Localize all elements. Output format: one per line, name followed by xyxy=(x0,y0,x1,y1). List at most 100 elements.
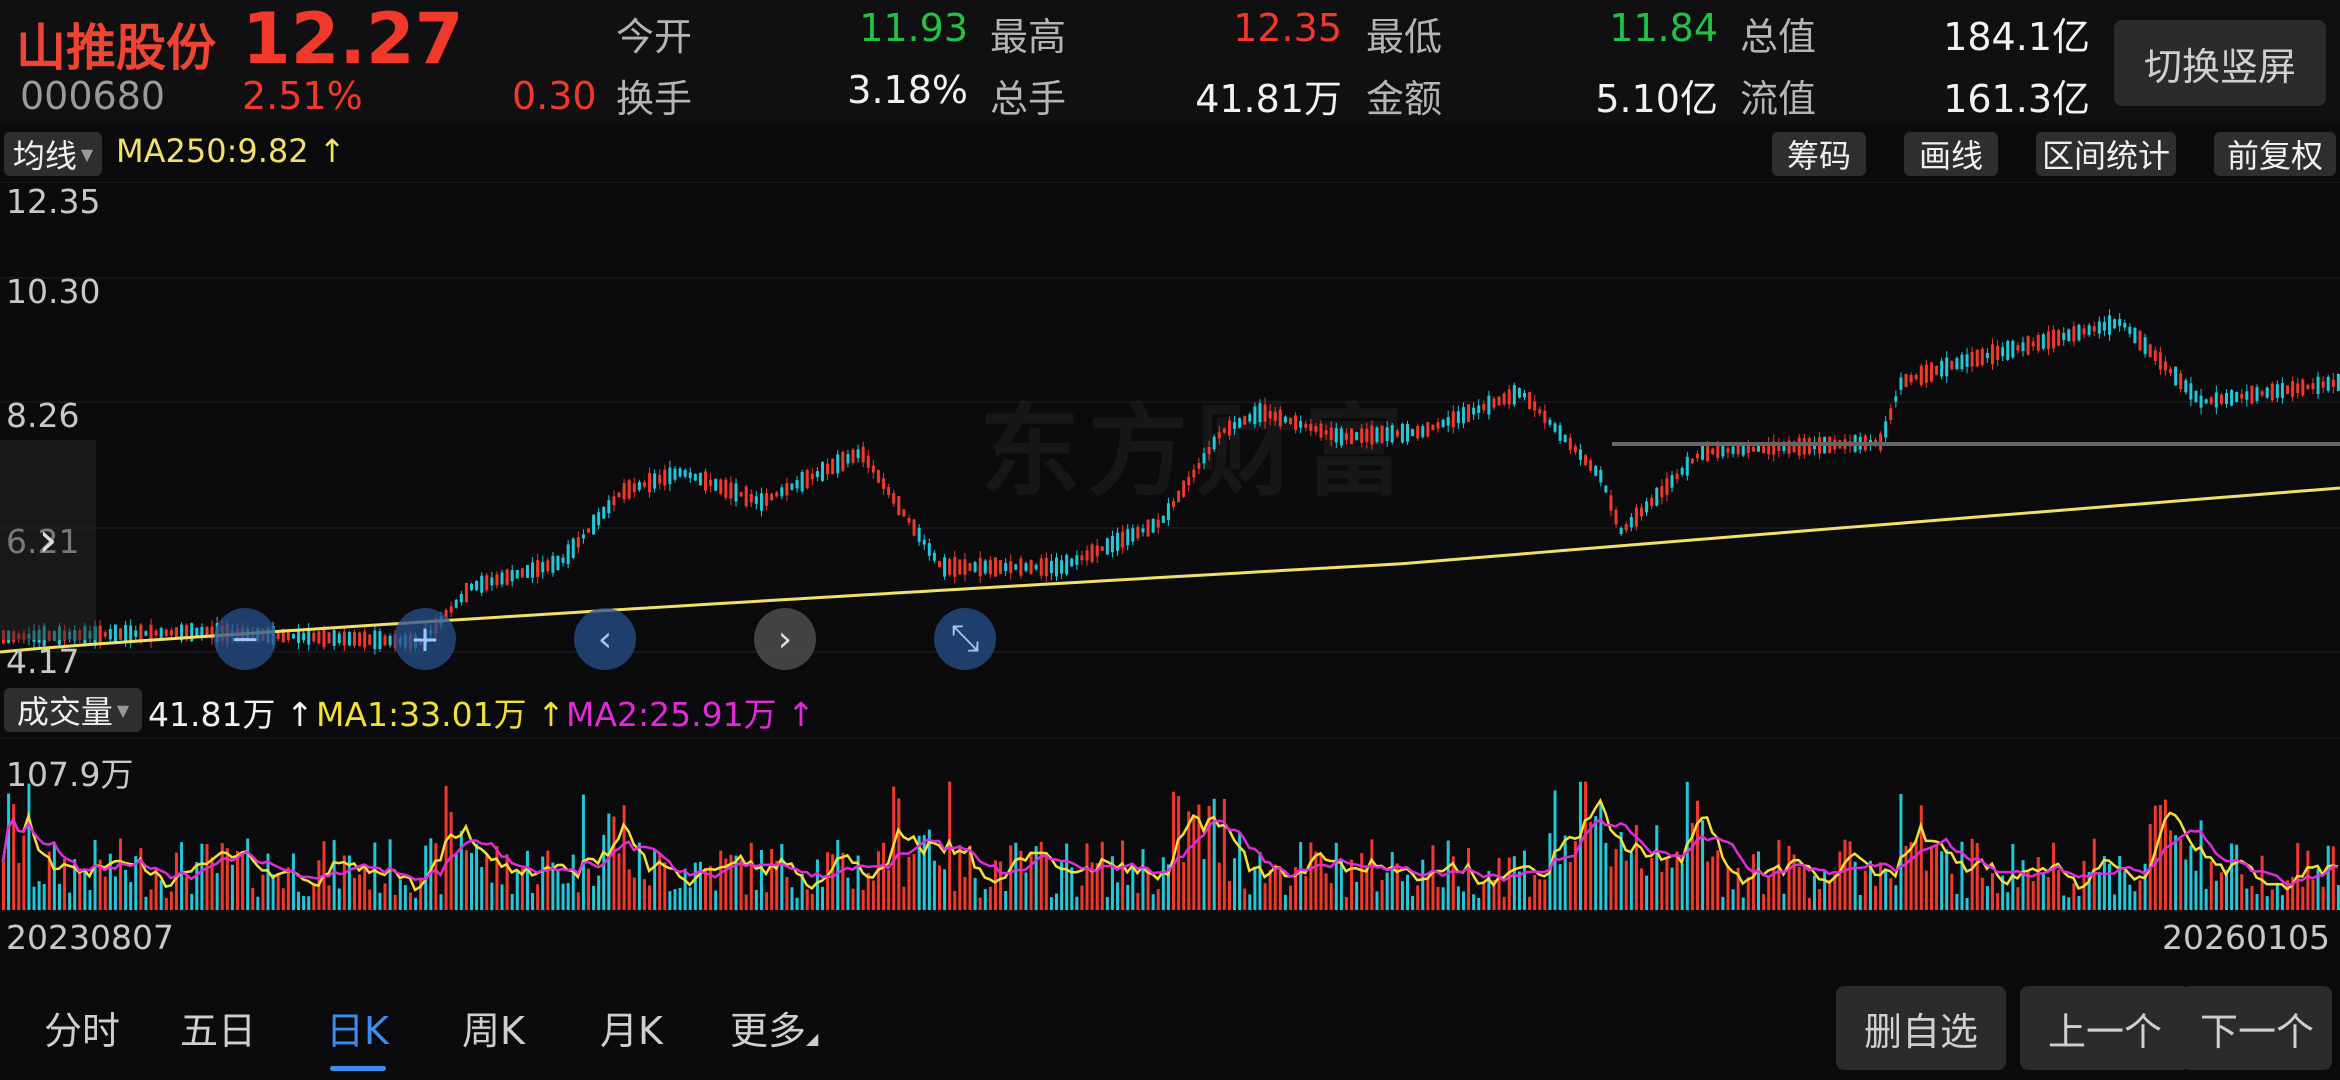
volume-bar xyxy=(419,879,423,910)
volume-bar xyxy=(841,852,845,910)
dropdown-icon: ▼ xyxy=(116,700,130,720)
next-button[interactable]: 下一个 xyxy=(2182,986,2332,1070)
remove-watchlist-button[interactable]: 删自选 xyxy=(1836,986,2006,1070)
volume-bar xyxy=(846,877,850,910)
candle xyxy=(1456,411,1460,424)
candle xyxy=(1110,535,1114,553)
candle xyxy=(719,479,723,494)
candle xyxy=(1955,358,1959,370)
volume-bar xyxy=(810,893,814,910)
volume-bar xyxy=(1370,839,1374,910)
candle xyxy=(312,632,316,642)
volume-bar xyxy=(134,856,138,910)
volume-bar xyxy=(2209,861,2213,910)
volume-bar xyxy=(475,843,479,910)
tab-daily-k[interactable]: 日K xyxy=(326,1009,389,1053)
open-label: 今开 xyxy=(616,15,693,59)
volume-bar xyxy=(932,860,936,910)
candle xyxy=(1233,422,1237,429)
zoom-out-button[interactable]: − xyxy=(214,608,276,670)
volume-bar xyxy=(414,897,418,910)
candle xyxy=(337,633,341,644)
tab-weekly-k[interactable]: 周K xyxy=(462,1009,525,1053)
candle xyxy=(973,562,977,572)
candle xyxy=(1126,529,1130,546)
candle xyxy=(1451,411,1455,428)
tab-monthly-k[interactable]: 月K xyxy=(600,1009,663,1053)
candle xyxy=(1884,421,1888,438)
candle xyxy=(2321,381,2325,388)
tab-more[interactable]: 更多◢ xyxy=(730,1000,818,1055)
volume-bar xyxy=(1258,852,1262,910)
range-stats-button[interactable]: 区间统计 xyxy=(2036,132,2176,176)
candle xyxy=(1787,440,1791,454)
volume-bar xyxy=(709,866,713,910)
candle xyxy=(759,493,763,511)
candle xyxy=(159,628,163,638)
volume-bar xyxy=(2316,868,2320,910)
scroll-left-button[interactable]: ‹ xyxy=(574,608,636,670)
scroll-right-button[interactable]: › xyxy=(754,608,816,670)
candle xyxy=(129,625,133,643)
candle xyxy=(770,493,774,501)
volume-bar xyxy=(1950,873,1954,910)
draw-line-button[interactable]: 画线 xyxy=(1904,132,1998,176)
volume-bar xyxy=(1945,849,1949,910)
volume-bar xyxy=(1446,840,1450,910)
candle xyxy=(1395,430,1399,437)
candle xyxy=(1528,392,1532,410)
candle xyxy=(1777,444,1781,452)
candle xyxy=(2194,390,2198,403)
candle xyxy=(1492,398,1496,408)
candle xyxy=(836,454,840,474)
chips-button[interactable]: 筹码 xyxy=(1772,132,1866,176)
volume-bar xyxy=(1797,866,1801,910)
candle xyxy=(943,557,947,577)
candle xyxy=(1019,558,1023,576)
volume-bar xyxy=(2138,880,2142,910)
collapse-icon[interactable]: ⤡ xyxy=(934,608,996,670)
expand-panel-arrow[interactable]: › xyxy=(0,440,96,640)
volume-bar xyxy=(520,868,524,910)
volume-bar xyxy=(663,862,667,910)
volume-bar xyxy=(408,892,412,910)
candle xyxy=(1268,410,1272,419)
volume-bar xyxy=(536,884,540,910)
candle xyxy=(2001,347,2005,357)
volume-bar xyxy=(866,872,870,910)
volume-bar xyxy=(1426,877,1430,910)
volume-bar xyxy=(47,851,51,910)
candle xyxy=(1177,490,1181,503)
candle xyxy=(1563,434,1567,442)
volume-bar xyxy=(2204,888,2208,910)
volume-bar xyxy=(1248,894,1252,910)
previous-button[interactable]: 上一个 xyxy=(2020,986,2190,1070)
candlestick-chart[interactable] xyxy=(0,182,2340,682)
zoom-in-button[interactable]: + xyxy=(394,608,456,670)
volume-bar xyxy=(668,891,672,910)
volume-bar xyxy=(1935,845,1939,910)
volume-bar xyxy=(1431,845,1435,910)
volume-bar xyxy=(1634,824,1638,910)
volume-selector[interactable]: 成交量 ▼ xyxy=(4,688,142,732)
volume-bar xyxy=(1329,883,1333,910)
candle xyxy=(113,624,117,644)
volume-chart[interactable] xyxy=(0,738,2340,912)
candle xyxy=(1904,373,1908,388)
candle xyxy=(2123,322,2127,328)
ma250-line xyxy=(0,486,2340,654)
volume-bar xyxy=(1121,840,1125,910)
candle xyxy=(2169,368,2173,374)
tab-five-day[interactable]: 五日 xyxy=(180,1009,257,1053)
candle xyxy=(1578,449,1582,460)
volume-bar xyxy=(2097,873,2101,910)
switch-portrait-button[interactable]: 切换竖屏 xyxy=(2114,20,2326,106)
ma2-value: MA2:25.91万 xyxy=(566,695,777,734)
forward-adjust-button[interactable]: 前复权 xyxy=(2214,132,2336,176)
volume-bar xyxy=(1812,875,1816,910)
tab-intraday[interactable]: 分时 xyxy=(44,1009,121,1053)
ma-selector[interactable]: 均线 ▼ xyxy=(4,132,102,176)
volume-bar xyxy=(52,842,56,910)
candle xyxy=(1187,477,1191,486)
volume-bar xyxy=(2250,885,2254,910)
